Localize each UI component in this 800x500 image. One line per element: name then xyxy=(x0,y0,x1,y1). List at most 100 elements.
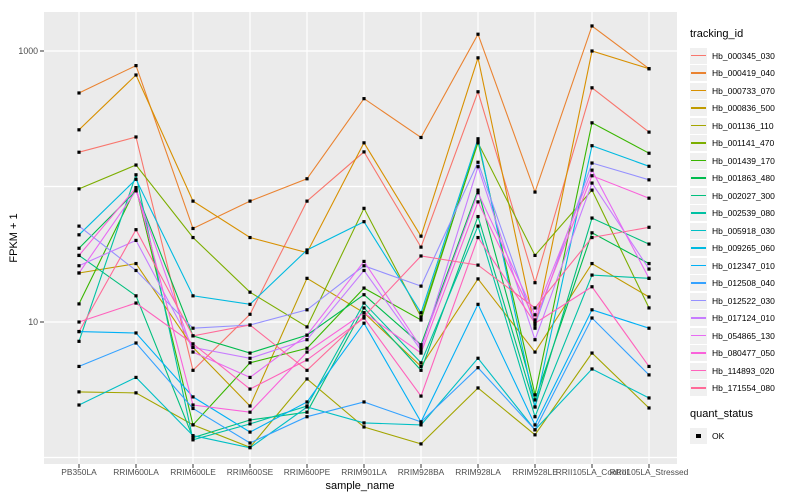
data-point xyxy=(590,308,594,312)
data-point xyxy=(419,394,423,398)
data-point xyxy=(647,225,651,229)
data-point xyxy=(476,302,480,306)
legend-item-label: Hb_000345_030 xyxy=(712,50,775,61)
data-point xyxy=(191,235,195,240)
data-point xyxy=(419,361,423,365)
legend-item-Hb_012347_010: Hb_012347_010 xyxy=(690,257,798,275)
legend-line-swatch xyxy=(690,257,707,274)
data-point xyxy=(77,271,81,275)
data-point xyxy=(191,199,195,203)
data-point xyxy=(77,302,81,306)
data-point xyxy=(305,248,309,252)
legend-item-label: Hb_012522_030 xyxy=(712,295,775,306)
data-point xyxy=(77,150,81,154)
data-point xyxy=(134,73,138,77)
legend-item-label: Hb_054865_130 xyxy=(712,330,775,341)
data-point xyxy=(191,368,195,372)
data-point xyxy=(476,56,480,60)
x-tick-label: RRII105LA_Stressed xyxy=(610,467,689,477)
data-point xyxy=(419,311,423,315)
legend-item-label: Hb_012508_040 xyxy=(712,278,775,289)
legend-item-label: Hb_114893_020 xyxy=(712,365,775,376)
legend-item-label: Hb_017124_010 xyxy=(712,313,775,324)
quant-ok-square-icon xyxy=(690,427,707,444)
legend-title-quant-status: quant_status xyxy=(690,408,753,420)
data-point xyxy=(134,238,138,243)
data-point xyxy=(419,423,423,427)
data-point xyxy=(134,64,138,68)
data-point xyxy=(191,403,195,407)
data-point xyxy=(590,235,594,240)
data-point xyxy=(590,261,594,266)
data-point xyxy=(248,418,252,422)
x-tick-label: RRIM600PE xyxy=(284,467,331,477)
legend-item-label: Hb_012347_010 xyxy=(712,260,775,271)
data-point xyxy=(191,436,195,440)
data-point xyxy=(476,188,480,192)
data-point xyxy=(476,263,480,267)
legend-item-Hb_001863_480: Hb_001863_480 xyxy=(690,170,798,188)
legend-item-Hb_001439_170: Hb_001439_170 xyxy=(690,152,798,170)
data-point xyxy=(248,446,252,450)
data-point xyxy=(647,306,651,310)
data-point xyxy=(362,97,366,101)
data-point xyxy=(533,306,537,310)
data-point xyxy=(647,196,651,200)
legend-item-label: Hb_001439_170 xyxy=(712,155,775,166)
data-point xyxy=(362,314,366,318)
data-point xyxy=(134,341,138,345)
data-point xyxy=(248,323,252,327)
data-point xyxy=(134,391,138,395)
data-point xyxy=(590,174,594,178)
data-point xyxy=(305,415,309,419)
data-point xyxy=(305,377,309,381)
legend-item-label: Hb_001863_480 xyxy=(712,173,775,184)
legend-line-swatch xyxy=(690,240,707,257)
data-point xyxy=(134,163,138,167)
data-point xyxy=(305,350,309,354)
data-point xyxy=(647,276,651,280)
data-point xyxy=(647,364,651,369)
data-point xyxy=(647,261,651,266)
data-point xyxy=(590,144,594,148)
data-point xyxy=(476,366,480,370)
data-point xyxy=(419,234,423,238)
data-point xyxy=(590,181,594,185)
x-tick-label: RRIM928BA xyxy=(398,467,445,477)
data-point xyxy=(647,373,651,377)
x-tick-label: RRIM600LE xyxy=(170,467,216,477)
data-point xyxy=(305,276,309,280)
data-point xyxy=(248,302,252,306)
data-point xyxy=(533,190,537,194)
data-point xyxy=(590,161,594,165)
x-tick-label: RRIM600LA xyxy=(113,467,159,477)
data-point xyxy=(77,246,81,250)
data-point xyxy=(362,321,366,325)
plot-panel xyxy=(44,12,677,464)
data-point xyxy=(305,346,309,350)
legend-item-Hb_001141_470: Hb_001141_470 xyxy=(690,135,798,153)
legend-title-tracking-id: tracking_id xyxy=(690,28,744,40)
data-point xyxy=(590,285,594,289)
data-point xyxy=(419,135,423,140)
data-point xyxy=(419,245,423,249)
data-point xyxy=(248,375,252,380)
data-point xyxy=(533,318,537,322)
data-point xyxy=(362,421,366,425)
data-point xyxy=(77,390,81,394)
data-point xyxy=(590,351,594,355)
data-point xyxy=(305,325,309,329)
legend-item-label: Hb_171554_080 xyxy=(712,383,775,394)
legend: tracking_id Hb_000345_030 Hb_000419_040 Hb… xyxy=(690,28,798,445)
legend-line-swatch xyxy=(690,65,707,82)
data-point xyxy=(362,400,366,404)
data-point xyxy=(248,404,252,408)
data-point xyxy=(647,178,651,182)
data-point xyxy=(590,188,594,192)
data-point xyxy=(476,191,480,195)
data-point xyxy=(647,267,651,271)
data-point xyxy=(134,375,138,380)
data-point xyxy=(134,135,138,139)
legend-line-swatch xyxy=(690,380,707,397)
data-point xyxy=(305,177,309,181)
